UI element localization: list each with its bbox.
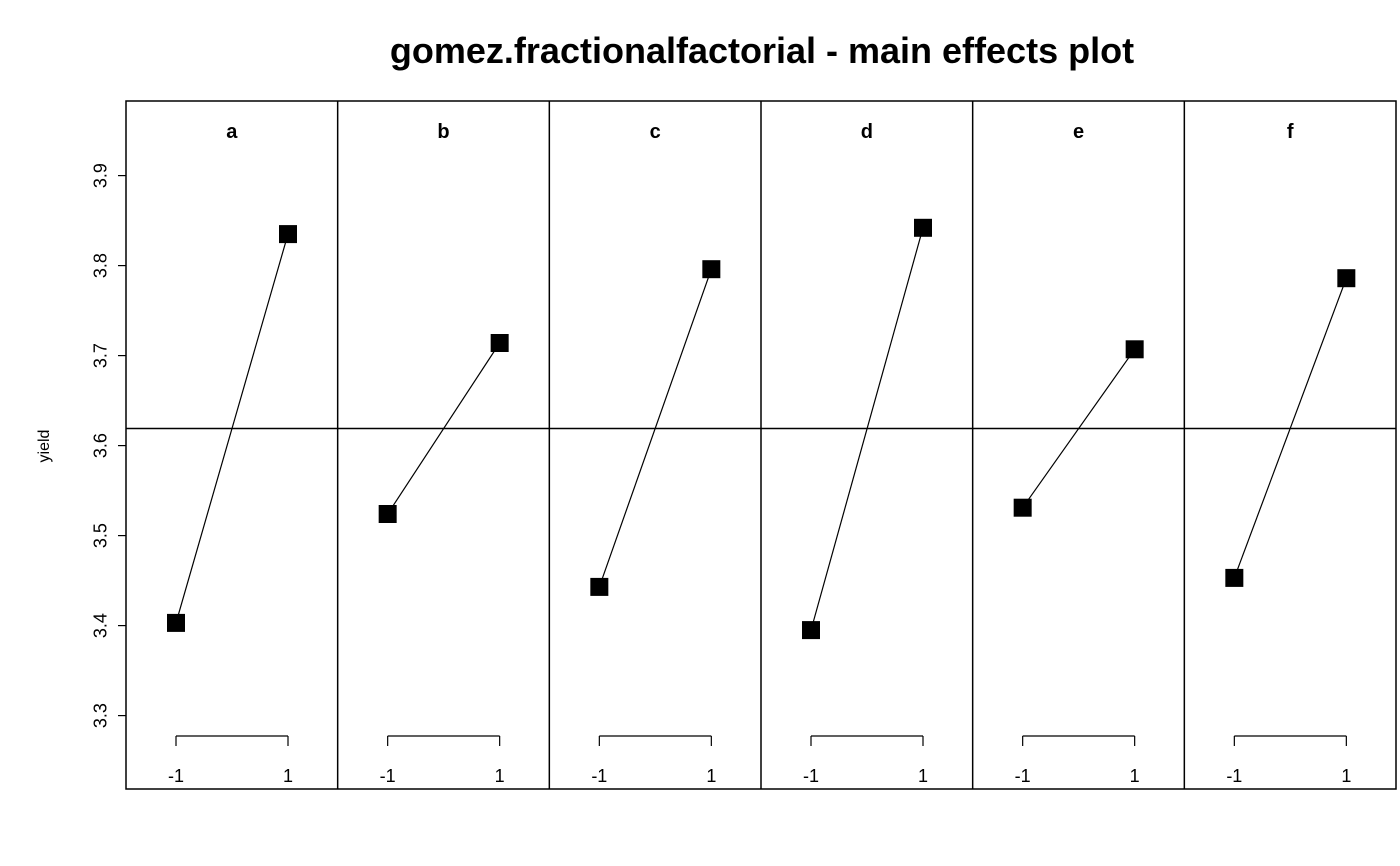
panel-label: f xyxy=(1287,121,1294,143)
x-tick-label: 1 xyxy=(918,766,928,786)
y-tick-label: 3.3 xyxy=(90,703,110,728)
factor-panel-b: b -1 1 xyxy=(336,101,550,789)
y-tick-label: 3.7 xyxy=(90,343,110,368)
y-tick-label: 3.5 xyxy=(90,523,110,548)
y-tick-label: 3.4 xyxy=(90,613,110,638)
effect-line xyxy=(387,342,501,515)
panel-label: b xyxy=(437,121,449,143)
data-point xyxy=(802,621,820,640)
y-axis-label: yield xyxy=(36,430,53,463)
chart-title: gomez.fractionalfactorial - main effects… xyxy=(390,30,1134,71)
x-tick-label: -1 xyxy=(380,766,396,786)
effect-line xyxy=(1022,348,1136,509)
y-tick-label: 3.6 xyxy=(90,433,110,458)
data-point xyxy=(1013,498,1032,517)
panel-label: c xyxy=(650,121,661,143)
data-point xyxy=(1337,269,1356,288)
effect-line xyxy=(175,233,289,624)
effect-line xyxy=(598,269,712,588)
data-point xyxy=(1225,568,1244,587)
data-point xyxy=(167,613,185,632)
data-point xyxy=(378,505,397,523)
factor-panels: a -1 1 b -1 1 c -1 1 d -1 1 e -1 1 f -1 1 xyxy=(126,101,1396,789)
x-tick-label: -1 xyxy=(591,766,607,786)
effect-line xyxy=(1233,277,1347,579)
factor-panel-e: e -1 1 xyxy=(971,101,1185,789)
x-tick-label: 1 xyxy=(706,766,716,786)
panel-label: e xyxy=(1073,121,1084,143)
data-point xyxy=(279,225,297,244)
y-axis: 3.3 3.4 3.5 3.6 3.7 3.8 3.9 xyxy=(90,163,126,728)
y-tick-label: 3.8 xyxy=(90,253,110,278)
x-tick-label: -1 xyxy=(1015,766,1031,786)
x-tick-label: 1 xyxy=(1130,766,1140,786)
plot-frame xyxy=(125,100,1397,790)
x-tick-label: -1 xyxy=(803,766,819,786)
x-tick-label: 1 xyxy=(495,766,505,786)
data-point xyxy=(702,260,721,279)
data-point xyxy=(1125,340,1144,359)
x-tick-label: -1 xyxy=(168,766,184,786)
effect-line xyxy=(810,227,924,631)
x-tick-label: 1 xyxy=(1341,766,1351,786)
data-point xyxy=(590,577,609,596)
x-tick-label: 1 xyxy=(283,766,293,786)
panel-label: d xyxy=(861,121,873,143)
data-point xyxy=(914,218,932,237)
factor-panel-a: a -1 1 xyxy=(126,121,338,786)
x-tick-label: -1 xyxy=(1226,766,1242,786)
factor-panel-d: d -1 1 xyxy=(760,101,973,789)
y-tick-label: 3.9 xyxy=(90,163,110,188)
data-point xyxy=(490,334,509,352)
panel-label: a xyxy=(226,121,238,143)
factor-panel-c: c -1 1 xyxy=(548,101,761,789)
factor-panel-f: f -1 1 xyxy=(1183,101,1396,789)
